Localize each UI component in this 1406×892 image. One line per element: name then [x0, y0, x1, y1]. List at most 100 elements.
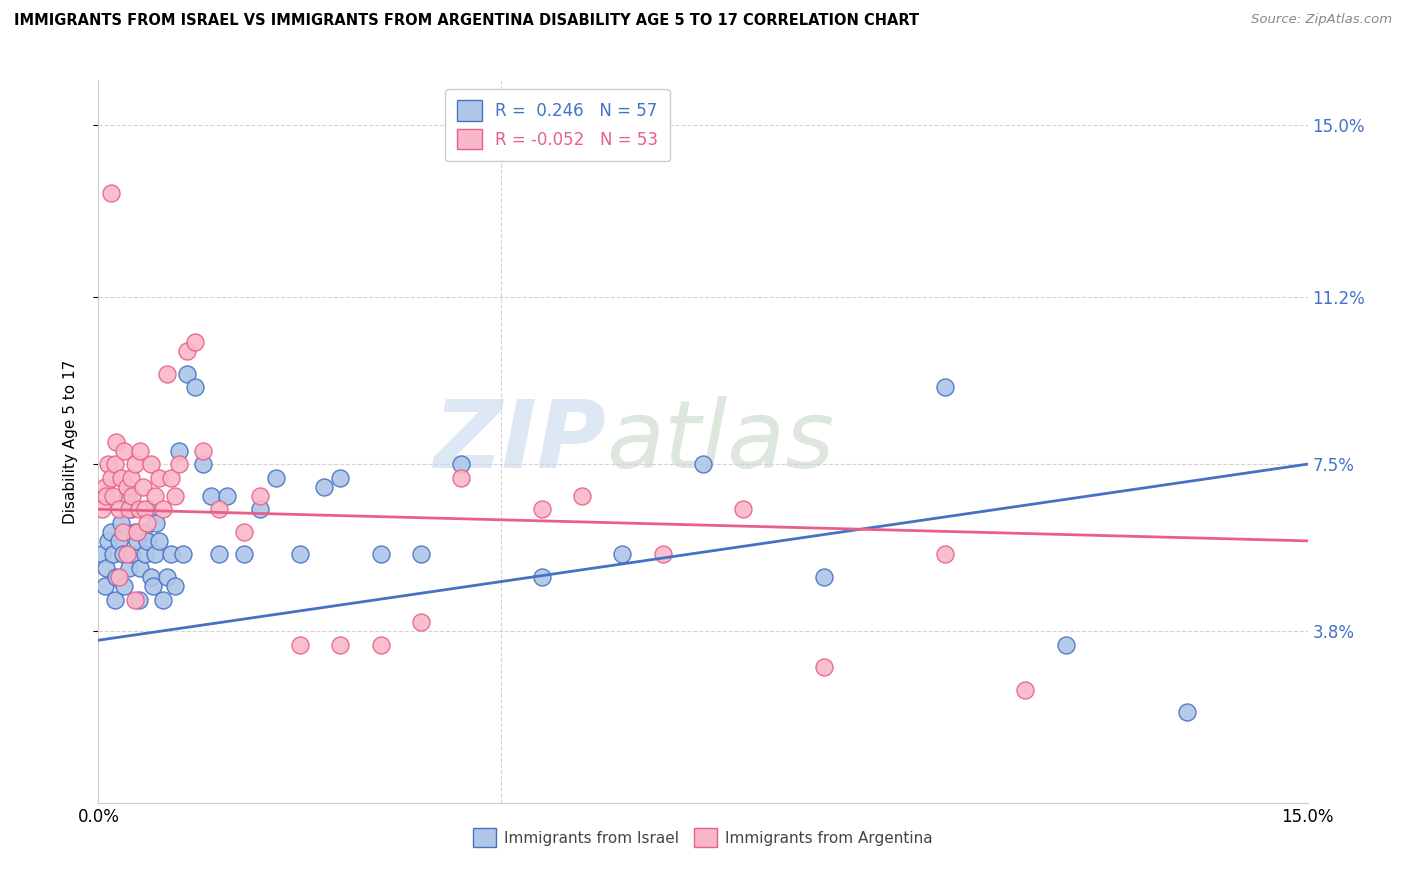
Point — [651, 548, 673, 562]
Y-axis label: Disability Age 5 to 17: Disability Age 5 to 17 — [63, 359, 77, 524]
Point — [934, 548, 956, 562]
Point — [172, 548, 194, 562]
Point — [138, 502, 160, 516]
Point — [409, 548, 432, 562]
Point — [163, 489, 186, 503]
Point — [107, 533, 129, 548]
Point — [91, 548, 114, 562]
Legend: Immigrants from Israel, Immigrants from Argentina: Immigrants from Israel, Immigrants from … — [467, 822, 939, 853]
Point — [329, 638, 352, 652]
Point — [176, 344, 198, 359]
Point — [409, 615, 432, 630]
Point — [96, 489, 118, 503]
Point — [167, 443, 190, 458]
Point — [96, 561, 118, 575]
Point — [112, 579, 135, 593]
Point — [193, 443, 215, 458]
Point — [200, 489, 222, 503]
Point — [127, 533, 149, 548]
Point — [105, 570, 128, 584]
Point — [112, 443, 135, 458]
Text: ZIP: ZIP — [433, 395, 606, 488]
Text: IMMIGRANTS FROM ISRAEL VS IMMIGRANTS FROM ARGENTINA DISABILITY AGE 5 TO 17 CORRE: IMMIGRANTS FROM ISRAEL VS IMMIGRANTS FRO… — [14, 13, 920, 29]
Point — [232, 548, 254, 562]
Point — [208, 502, 231, 516]
Point — [124, 524, 146, 539]
Point — [134, 502, 156, 516]
Point — [160, 470, 183, 484]
Point — [288, 638, 311, 652]
Point — [733, 502, 755, 516]
Point — [115, 489, 138, 503]
Point — [111, 524, 134, 539]
Point — [167, 457, 190, 471]
Point — [156, 367, 179, 381]
Point — [152, 502, 174, 516]
Point — [193, 457, 215, 471]
Point — [530, 570, 553, 584]
Point — [148, 533, 170, 548]
Point — [121, 489, 143, 503]
Point — [160, 548, 183, 562]
Point — [94, 579, 117, 593]
Point — [143, 489, 166, 503]
Point — [110, 516, 132, 530]
Text: Source: ZipAtlas.com: Source: ZipAtlas.com — [1251, 13, 1392, 27]
Point — [370, 548, 392, 562]
Point — [135, 533, 157, 548]
Point — [139, 570, 162, 584]
Point — [571, 489, 593, 503]
Point — [314, 480, 336, 494]
Point — [450, 457, 472, 471]
Point — [139, 457, 162, 471]
Point — [100, 186, 122, 201]
Point — [1014, 682, 1036, 697]
Point — [612, 548, 634, 562]
Point — [132, 480, 155, 494]
Point — [163, 579, 186, 593]
Point — [91, 502, 114, 516]
Point — [118, 502, 141, 516]
Point — [692, 457, 714, 471]
Point — [1054, 638, 1077, 652]
Point — [813, 570, 835, 584]
Point — [115, 548, 138, 562]
Point — [100, 524, 122, 539]
Point — [217, 489, 239, 503]
Point — [97, 457, 120, 471]
Point — [134, 548, 156, 562]
Point — [329, 470, 352, 484]
Point — [135, 516, 157, 530]
Point — [288, 548, 311, 562]
Point — [110, 470, 132, 484]
Point — [100, 470, 122, 484]
Point — [232, 524, 254, 539]
Point — [264, 470, 287, 484]
Point — [101, 548, 124, 562]
Text: atlas: atlas — [606, 396, 835, 487]
Point — [129, 443, 152, 458]
Point — [128, 502, 150, 516]
Point — [103, 592, 125, 607]
Point — [530, 502, 553, 516]
Point — [813, 660, 835, 674]
Point — [176, 367, 198, 381]
Point — [450, 470, 472, 484]
Point — [107, 570, 129, 584]
Point — [152, 592, 174, 607]
Point — [121, 548, 143, 562]
Point — [208, 548, 231, 562]
Point — [132, 524, 155, 539]
Point — [124, 457, 146, 471]
Point — [107, 502, 129, 516]
Point — [127, 524, 149, 539]
Point — [143, 548, 166, 562]
Point — [184, 335, 207, 350]
Point — [120, 470, 142, 484]
Point — [111, 548, 134, 562]
Point — [129, 561, 152, 575]
Point — [934, 380, 956, 394]
Point — [103, 457, 125, 471]
Point — [184, 380, 207, 394]
Point — [124, 592, 146, 607]
